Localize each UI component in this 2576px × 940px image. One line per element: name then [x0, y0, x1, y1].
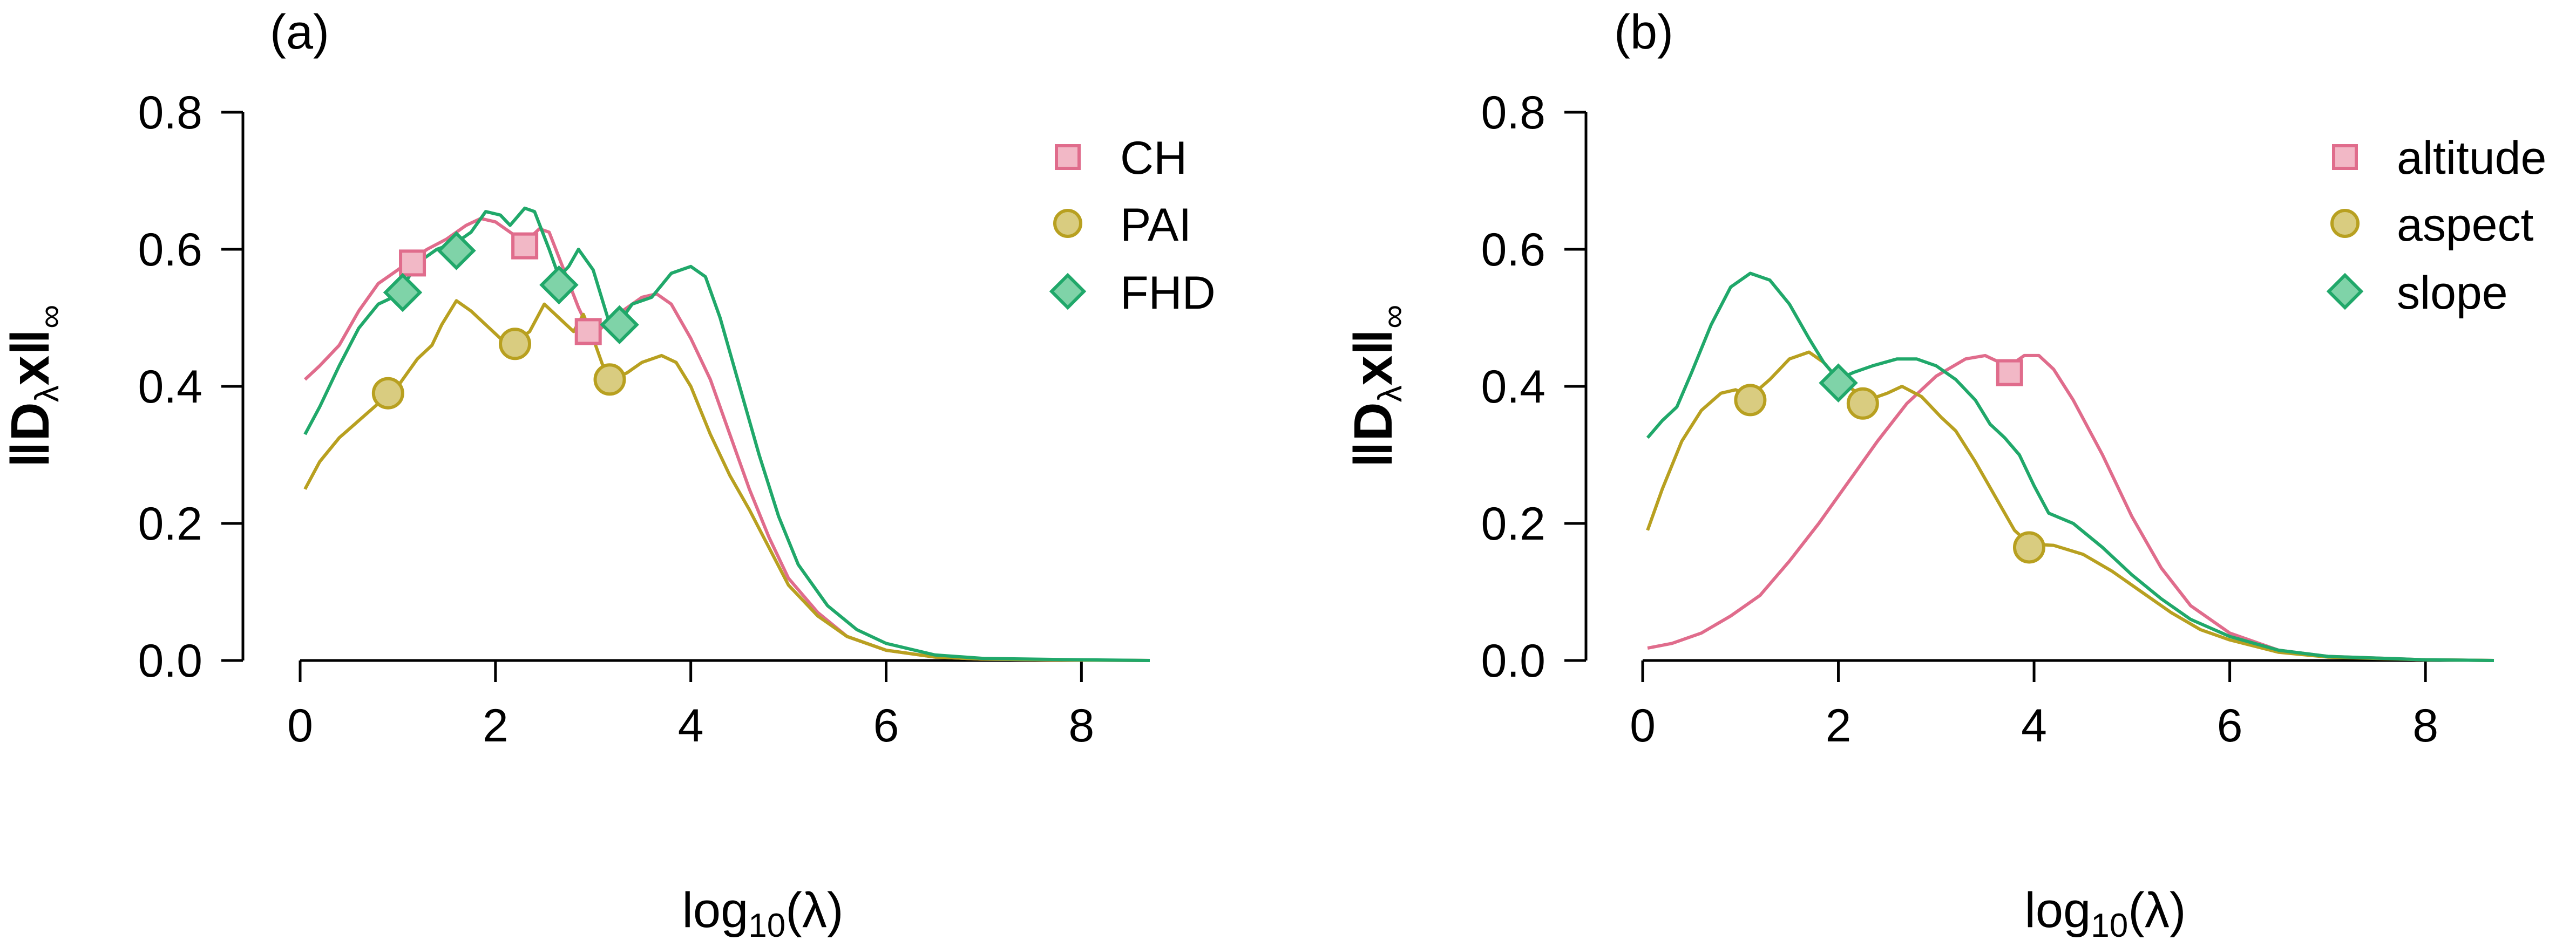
svg-text:‖Dλx‖∞: ‖Dλx‖∞	[0, 305, 69, 468]
ylabel-inf: ∞	[32, 305, 69, 329]
legend-marker-ch	[1055, 144, 1081, 170]
y-tick-label: 0.6	[1481, 224, 1545, 276]
legend: CH PAI FHD	[1049, 132, 1216, 319]
y-ticks: 0.0 0.2 0.4 0.6 0.8	[138, 87, 243, 687]
ylabel-lambda: λ	[29, 385, 66, 402]
legend-marker-pai	[1053, 209, 1082, 238]
marker-aspect	[1734, 384, 1767, 417]
legend-label-fhd: FHD	[1120, 267, 1216, 319]
marker-ch	[574, 318, 602, 345]
panel-label-a: (a)	[270, 5, 329, 59]
ylabel-D: D	[1343, 402, 1404, 441]
legend-label-pai: PAI	[1120, 199, 1191, 251]
svg-text:‖Dλx‖∞: ‖Dλx‖∞	[1343, 305, 1412, 468]
x-tick-label: 0	[1630, 700, 1656, 752]
xlabel-base: log	[682, 883, 748, 938]
y-tick-label: 0.6	[138, 224, 202, 276]
x-tick-label: 6	[873, 700, 899, 752]
legend-marker-slope	[2326, 273, 2364, 310]
legend-label-ch: CH	[1120, 132, 1187, 184]
y-tick-label: 0.0	[1481, 635, 1545, 687]
marker-fhd	[437, 231, 476, 270]
y-tick-label: 0.4	[1481, 361, 1545, 413]
x-tick-label: 6	[2217, 700, 2243, 752]
y-tick-label: 0.4	[138, 361, 202, 413]
ylabel-inf: ∞	[1375, 305, 1412, 329]
panel-b: (b) 0.0 0.2 0.4 0.6 0.8 0 2 4 6 8 altitude aspec…	[1343, 5, 2546, 940]
xlabel-arg: (λ)	[2128, 883, 2186, 938]
marker-layer	[371, 231, 639, 410]
marker-layer	[1734, 359, 2045, 564]
ylabel-D: D	[0, 402, 60, 441]
ylabel-lambda: λ	[1372, 385, 1409, 402]
marker-slope	[1819, 363, 1858, 403]
y-ticks: 0.0 0.2 0.4 0.6 0.8	[1481, 87, 1586, 687]
series-line-slope	[1646, 271, 2494, 662]
ylabel-norm-open: ‖	[1343, 441, 1404, 468]
marker-fhd	[600, 305, 639, 344]
marker-ch	[399, 249, 426, 277]
legend-label-altitude: altitude	[2397, 132, 2546, 184]
x-tick-label: 8	[2412, 700, 2438, 752]
marker-altitude	[1996, 359, 2023, 386]
ylabel-x: x	[1343, 356, 1404, 386]
legend-label-aspect: aspect	[2397, 199, 2533, 251]
xlabel-arg: (λ)	[785, 883, 843, 938]
ylabel-x: x	[0, 356, 60, 386]
y-tick-label: 0.2	[138, 498, 202, 550]
marker-ch	[511, 232, 539, 260]
x-ticks: 0 2 4 6 8	[1630, 660, 2438, 752]
x-ticks: 0 2 4 6 8	[287, 660, 1094, 752]
marker-aspect	[1846, 387, 1879, 420]
legend-label-slope: slope	[2397, 267, 2508, 319]
y-tick-label: 0.8	[1481, 87, 1545, 139]
xlabel-base: log	[2024, 883, 2091, 938]
legend-marker-altitude	[2332, 144, 2358, 170]
x-tick-label: 2	[1826, 700, 1852, 752]
marker-pai	[593, 363, 626, 396]
x-tick-label: 4	[2021, 700, 2047, 752]
xlabel-sub: 10	[2091, 907, 2128, 940]
x-axis-title: log10(λ)	[682, 883, 843, 940]
marker-fhd	[383, 273, 423, 312]
y-axis-title: ‖Dλx‖∞	[1343, 305, 1412, 468]
marker-pai	[371, 377, 404, 410]
x-tick-label: 4	[678, 700, 704, 752]
marker-aspect	[2012, 531, 2045, 564]
marker-pai	[499, 328, 532, 360]
y-tick-label: 0.2	[1481, 498, 1545, 550]
y-tick-label: 0.8	[138, 87, 202, 139]
ylabel-norm-open: ‖	[0, 441, 60, 468]
x-tick-label: 8	[1068, 700, 1094, 752]
x-axis-title: log10(λ)	[2024, 883, 2186, 940]
x-tick-label: 2	[483, 700, 509, 752]
y-axis-title: ‖Dλx‖∞	[0, 305, 69, 468]
panel-label-b: (b)	[1614, 5, 1673, 59]
legend: altitude aspect slope	[2326, 132, 2546, 319]
xlabel-sub: 10	[748, 907, 785, 940]
ylabel-norm-close: ‖	[0, 329, 60, 356]
legend-marker-aspect	[2330, 209, 2360, 238]
y-tick-label: 0.0	[138, 635, 202, 687]
legend-marker-fhd	[1049, 273, 1087, 310]
x-tick-label: 0	[287, 700, 313, 752]
ylabel-norm-close: ‖	[1343, 329, 1404, 356]
marker-fhd	[539, 265, 579, 305]
